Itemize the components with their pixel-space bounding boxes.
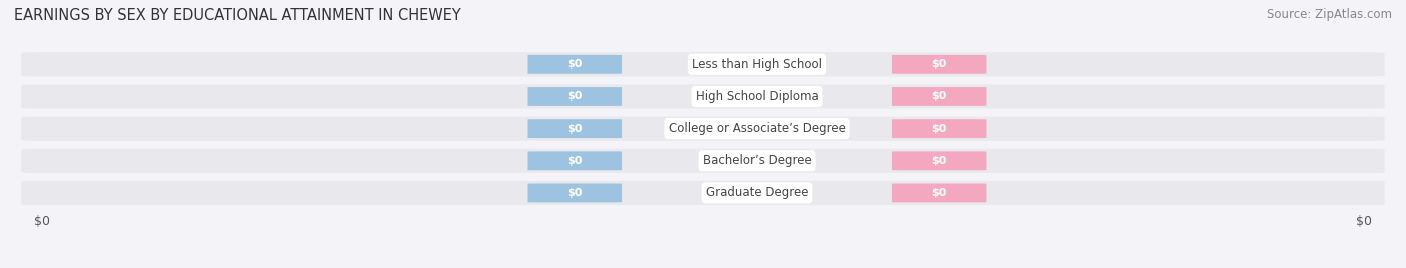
Text: $0: $0	[567, 124, 582, 134]
FancyBboxPatch shape	[21, 181, 1385, 205]
Text: $0: $0	[932, 91, 946, 102]
Text: Source: ZipAtlas.com: Source: ZipAtlas.com	[1267, 8, 1392, 21]
FancyBboxPatch shape	[891, 184, 987, 202]
Text: High School Diploma: High School Diploma	[696, 90, 818, 103]
FancyBboxPatch shape	[527, 119, 621, 138]
Text: Graduate Degree: Graduate Degree	[706, 187, 808, 199]
FancyBboxPatch shape	[891, 55, 987, 74]
Text: $0: $0	[932, 59, 946, 69]
FancyBboxPatch shape	[891, 119, 987, 138]
FancyBboxPatch shape	[527, 184, 621, 202]
Text: College or Associate’s Degree: College or Associate’s Degree	[668, 122, 845, 135]
FancyBboxPatch shape	[527, 151, 621, 170]
Text: $0: $0	[932, 124, 946, 134]
FancyBboxPatch shape	[891, 151, 987, 170]
FancyBboxPatch shape	[527, 55, 621, 74]
Text: $0: $0	[567, 91, 582, 102]
FancyBboxPatch shape	[21, 52, 1385, 76]
Text: Bachelor’s Degree: Bachelor’s Degree	[703, 154, 811, 167]
FancyBboxPatch shape	[891, 87, 987, 106]
FancyBboxPatch shape	[21, 84, 1385, 109]
Text: $0: $0	[567, 156, 582, 166]
Text: $0: $0	[932, 156, 946, 166]
FancyBboxPatch shape	[527, 87, 621, 106]
Text: $0: $0	[567, 188, 582, 198]
Text: EARNINGS BY SEX BY EDUCATIONAL ATTAINMENT IN CHEWEY: EARNINGS BY SEX BY EDUCATIONAL ATTAINMEN…	[14, 8, 461, 23]
FancyBboxPatch shape	[21, 117, 1385, 141]
FancyBboxPatch shape	[21, 149, 1385, 173]
Text: $0: $0	[567, 59, 582, 69]
Text: Less than High School: Less than High School	[692, 58, 823, 71]
Text: $0: $0	[932, 188, 946, 198]
